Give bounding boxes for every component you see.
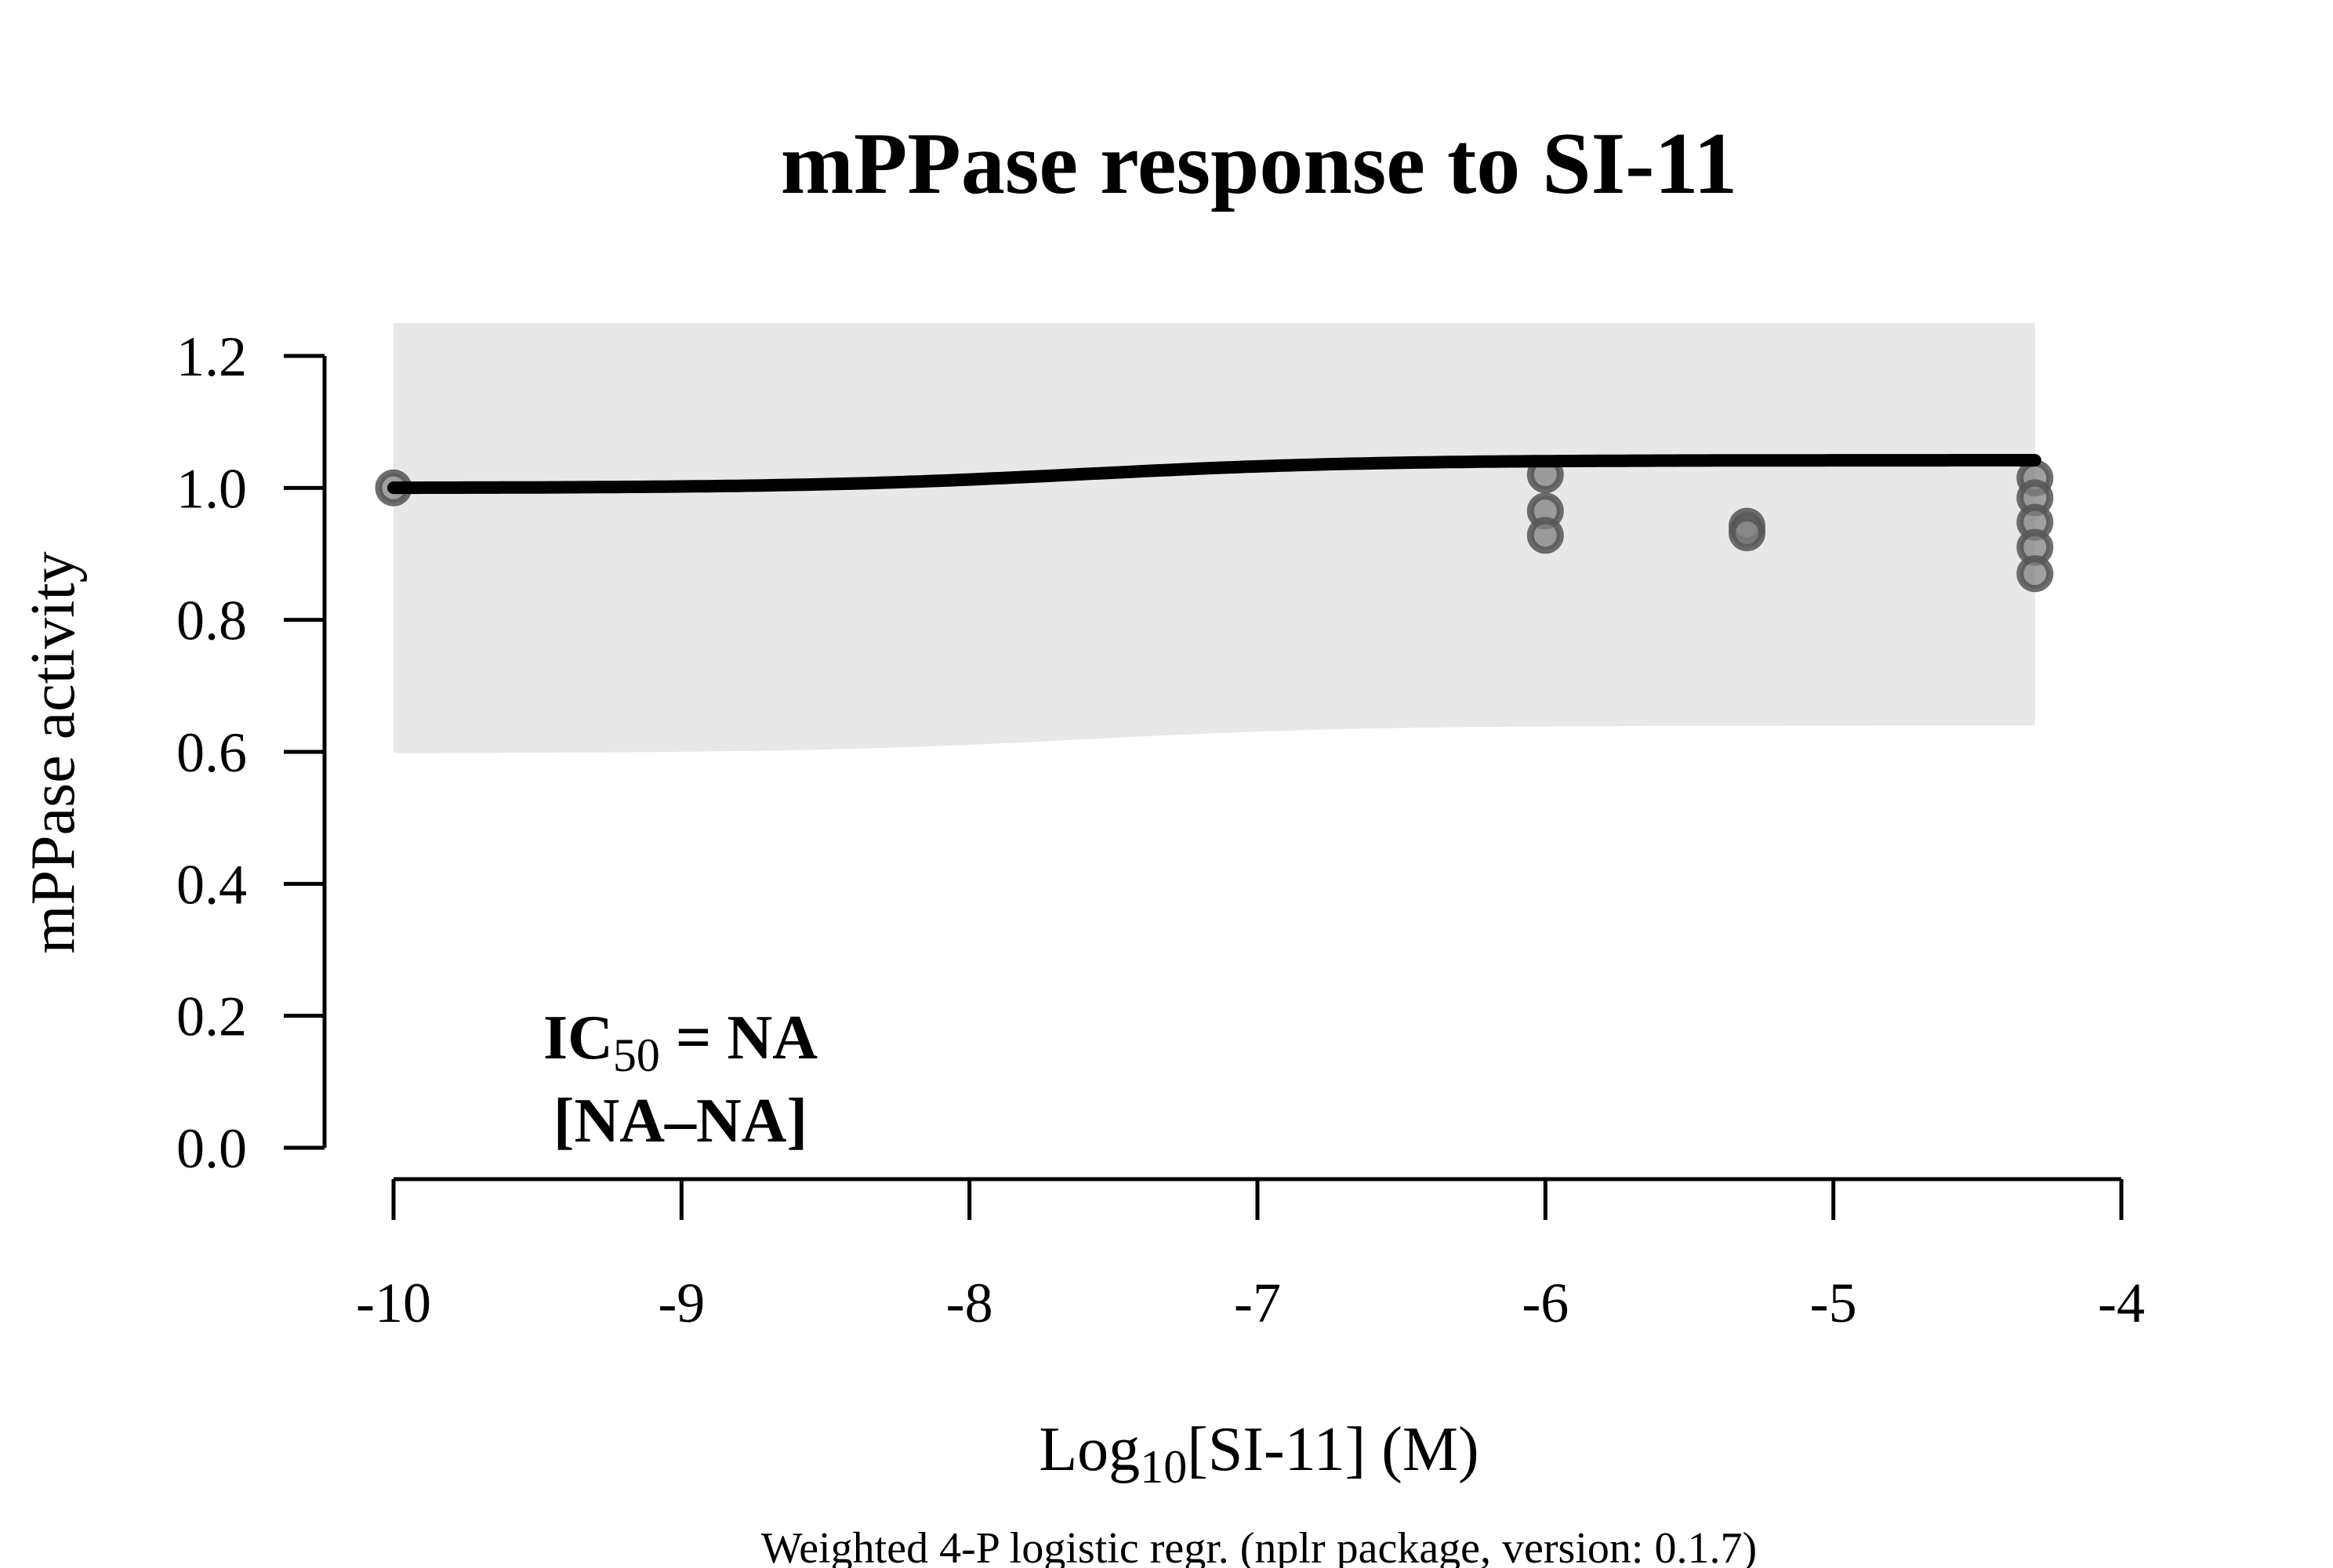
ic50-prefix: IC (543, 1004, 613, 1073)
x-axis-label-suffix: [SI-11] (M) (1187, 1415, 1479, 1484)
footnote: Weighted 4-P logistic regr. (nplr packag… (761, 1524, 1757, 1568)
y-axis-label: mPPase activity (19, 551, 88, 953)
data-point (2016, 555, 2054, 593)
y-tick-label: 0.0 (176, 1117, 247, 1180)
y-tick-label: 0.2 (176, 985, 247, 1048)
ic50-suffix: = NA (660, 1004, 818, 1073)
y-tick-label: 0.6 (176, 721, 247, 784)
x-tick-label: -9 (658, 1272, 705, 1334)
ic50-annotation-line1: IC50 = NA (543, 1004, 818, 1081)
y-tick-label: 0.8 (176, 590, 247, 652)
fit-curve (387, 454, 2041, 495)
x-axis-label: Log10[SI-11] (M) (1039, 1415, 1479, 1493)
data-point (1526, 517, 1564, 554)
data-point (1729, 514, 1765, 552)
x-axis-label-subscript: 10 (1140, 1441, 1187, 1493)
x-tick-label: -6 (1522, 1272, 1569, 1334)
x-tick-label: -4 (2098, 1272, 2145, 1334)
y-tick-label: 1.2 (176, 325, 247, 388)
x-tick-label: -5 (1810, 1272, 1857, 1334)
x-tick-label: -7 (1234, 1272, 1281, 1334)
y-axis: 0.0 0.2 0.4 0.6 0.8 1.0 1.2 (176, 325, 327, 1180)
y-tick-label: 0.4 (176, 853, 247, 916)
x-axis-label-prefix: Log (1039, 1415, 1140, 1484)
ic50-subscript: 50 (613, 1029, 660, 1081)
chart-title: mPPase response to SI-11 (781, 115, 1738, 212)
confidence-band (394, 322, 2035, 753)
x-tick-label: -10 (356, 1272, 431, 1334)
x-tick-label: -8 (946, 1272, 993, 1334)
x-axis: -10 -9 -8 -7 -6 -5 -4 (356, 1177, 2145, 1334)
ic50-annotation-line2: [NA–NA] (553, 1087, 807, 1156)
y-tick-label: 1.0 (176, 457, 247, 520)
